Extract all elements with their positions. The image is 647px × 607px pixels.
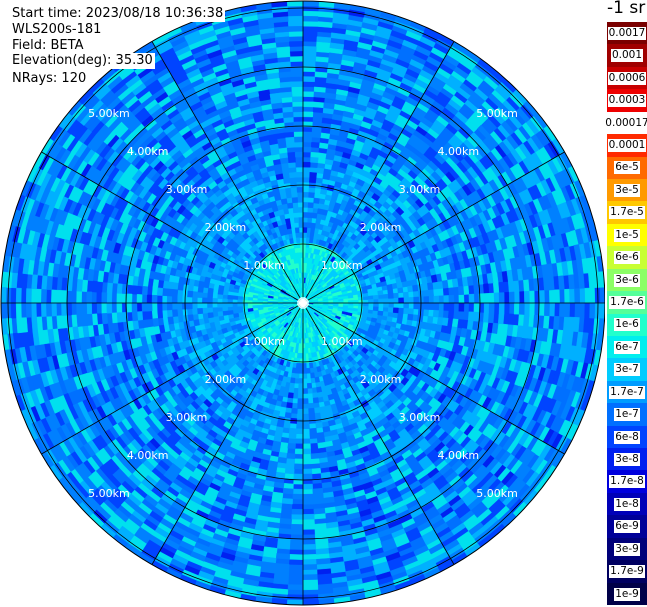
range-labels: 1.00km 1.00km 1.00km 1.00km 2.00km 2.00km 2.00… (88, 107, 518, 500)
azimuth-spoke (302, 302, 565, 455)
colorbar-entry: 6e-8 (607, 425, 647, 449)
elevation-label: Elevation(deg): 35.30 (10, 53, 155, 69)
range-ring-label: 4.00km (127, 449, 169, 462)
colorbar-entry: 1.7e-6 (607, 291, 647, 314)
colorbar-tick-label: 1.7e-8 (609, 475, 645, 489)
azimuth-spoke (41, 151, 304, 304)
colorbar-entry: 0.001 (607, 44, 647, 68)
colorbar-tick-label: 1e-7 (614, 408, 640, 422)
colorbar-tick-label: 6e-8 (614, 430, 640, 444)
azimuth-spoke (151, 302, 304, 565)
range-ring-label: 2.00km (205, 373, 247, 386)
colorbar-units-title: -1 sr (607, 0, 646, 18)
colorbar-tick-label: 0.0001 (607, 139, 647, 153)
colorbar-entry: 0.0003 (607, 89, 647, 113)
colorbar: 0.0017 0.001 0.0006 0.0003 0.00017 0.0001 6e-5… (604, 22, 647, 606)
colorbar-entry: 6e-9 (607, 515, 647, 539)
colorbar-tick-label: 0.0006 (607, 71, 647, 85)
colorbar-tick-label: 1e-8 (614, 497, 640, 511)
range-ring-label: 2.00km (360, 221, 402, 234)
azimuth-spoke (302, 302, 455, 565)
colorbar-tick-label: 6e-5 (614, 161, 640, 175)
colorbar-entry: 3e-5 (607, 178, 647, 202)
azimuth-spoke (302, 151, 565, 304)
colorbar-entry: 1e-8 (607, 492, 647, 516)
colorbar-tick-label: 1e-9 (614, 587, 640, 601)
colorbar-tick-label: 3e-8 (614, 452, 640, 466)
colorbar-entry: 3e-7 (607, 358, 647, 382)
colorbar-entry: 1e-9 (607, 582, 647, 606)
colorbar-tick-label: 1.7e-7 (609, 385, 645, 399)
range-ring-label: 1.00km (321, 335, 363, 348)
azimuth-spoke (151, 41, 304, 304)
azimuth-spoke (302, 41, 455, 304)
range-ring-label: 2.00km (360, 373, 402, 386)
colorbar-tick-label: 1e-5 (614, 228, 640, 242)
colorbar-tick-label: 3e-5 (614, 183, 640, 197)
range-ring-label: 2.00km (205, 221, 247, 234)
colorbar-tick-label: 3e-7 (614, 363, 640, 377)
colorbar-entry: 3e-8 (607, 448, 647, 471)
colorbar-entry: 1e-5 (607, 223, 647, 247)
colorbar-tick-label: 0.0017 (607, 26, 647, 40)
colorbar-tick-label: 1.7e-5 (609, 206, 645, 220)
range-ring-label: 1.00km (321, 259, 363, 272)
colorbar-tick-label: 6e-7 (614, 340, 640, 354)
colorbar-entry: 1.7e-9 (607, 560, 647, 584)
colorbar-tick-label: 1e-6 (614, 318, 640, 332)
range-ring-label: 3.00km (399, 183, 441, 196)
field-label: Field: BETA (10, 38, 86, 54)
range-ring-label: 5.00km (476, 487, 518, 500)
colorbar-tick-label: 0.00017 (604, 116, 647, 130)
colorbar-tick-label: 1.7e-6 (609, 296, 645, 310)
range-ring-label: 3.00km (399, 411, 441, 424)
azimuth-spoke (41, 302, 304, 455)
colorbar-entry: 0.0017 (607, 22, 647, 45)
start-time-label: Start time: 2023/08/18 10:36:38 (10, 6, 226, 22)
colorbar-tick-label: 6e-9 (614, 520, 640, 534)
range-ring-label: 4.00km (127, 145, 169, 158)
colorbar-tick-label: 3e-9 (614, 542, 640, 556)
colorbar-entry: 6e-7 (607, 335, 647, 359)
azimuth-spokes (1, 1, 605, 605)
range-ring-label: 5.00km (88, 107, 130, 120)
colorbar-tick-label: 0.001 (610, 49, 644, 63)
range-ring-label: 3.00km (166, 183, 208, 196)
colorbar-tick-label: 0.0003 (607, 94, 647, 108)
colorbar-entry: 6e-6 (607, 246, 647, 270)
colorbar-entry: 1.7e-8 (607, 470, 647, 494)
colorbar-tick-label: 3e-6 (614, 273, 640, 287)
range-ring-label: 3.00km (166, 411, 208, 424)
range-ring-label: 4.00km (438, 145, 480, 158)
instrument-label: WLS200s-181 (10, 22, 104, 38)
colorbar-entry: 0.0006 (607, 66, 647, 90)
nrays-label: NRays: 120 (10, 71, 89, 87)
colorbar-tick-label: 1.7e-9 (609, 565, 645, 579)
colorbar-entry: 1e-6 (607, 313, 647, 337)
range-ring-label: 4.00km (438, 449, 480, 462)
center-marker (300, 297, 304, 304)
colorbar-entry: 3e-9 (607, 537, 647, 561)
colorbar-entry: 1e-7 (607, 403, 647, 427)
range-ring-label: 5.00km (476, 107, 518, 120)
colorbar-entry: 0.0001 (607, 134, 647, 158)
range-ring-label: 5.00km (88, 487, 130, 500)
colorbar-entry: 1.7e-7 (607, 380, 647, 404)
colorbar-entry: 0.00017 (604, 111, 647, 135)
colorbar-entry: 1.7e-5 (607, 201, 647, 225)
range-ring-label: 1.00km (243, 335, 285, 348)
radar-ppi-plot: 1.00km 1.00km 1.00km 1.00km 2.00km 2.00km 2.00… (0, 0, 605, 606)
colorbar-tick-label: 6e-6 (614, 251, 640, 265)
colorbar-entry: 3e-6 (607, 268, 647, 292)
colorbar-entry: 6e-5 (607, 156, 647, 180)
range-ring-label: 1.00km (243, 259, 285, 272)
